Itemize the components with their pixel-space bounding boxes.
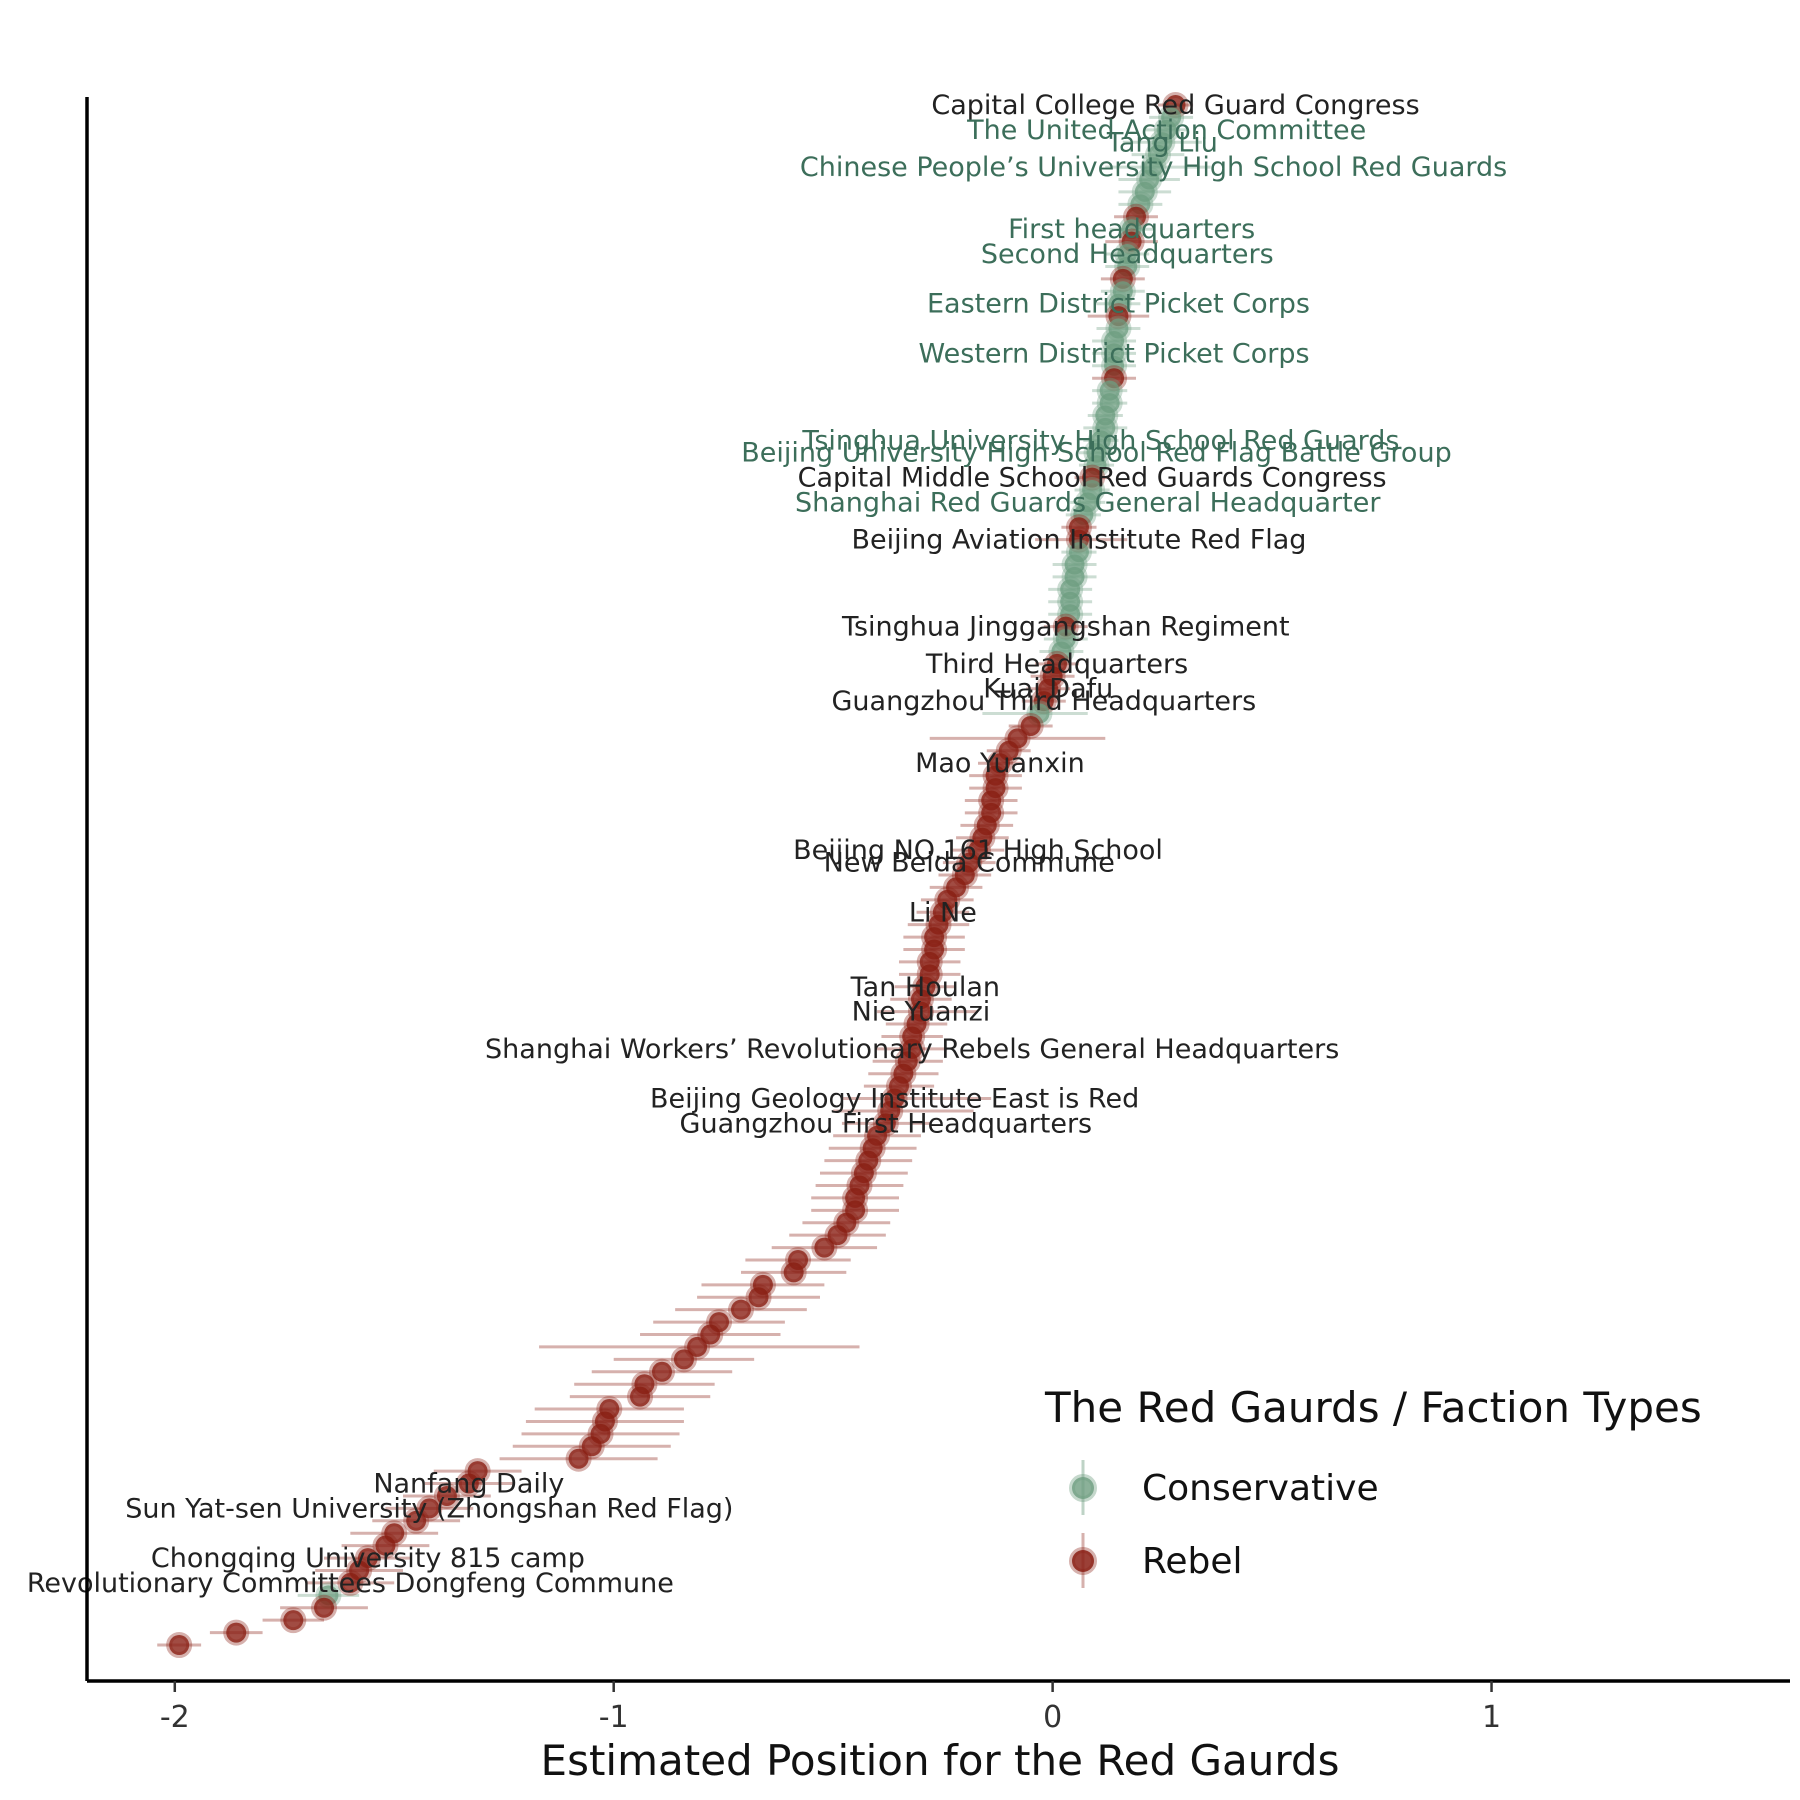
- rebel-point: [166, 1632, 193, 1658]
- x-tick-label: -2: [160, 1700, 190, 1735]
- rebel-point: [578, 1433, 605, 1460]
- point-label: Tan Houlan: [850, 972, 1000, 1003]
- point-label: Guangzhou First Headquarters: [680, 1108, 1093, 1139]
- data-points: [166, 92, 1189, 1658]
- rebel-point: [223, 1619, 250, 1646]
- point-label: Tang Liu: [1106, 127, 1218, 158]
- rebel-point: [455, 1470, 482, 1497]
- point-label: New Beida Commune: [824, 848, 1115, 879]
- legend-key-conservative-dot: [1069, 1474, 1097, 1502]
- rebel-point: [684, 1333, 711, 1360]
- point-label: Capital Middle School Red Guards Congres…: [798, 463, 1387, 494]
- rebel-point: [727, 1296, 754, 1323]
- point-label: Third Headquarters: [925, 649, 1188, 680]
- point-label: Beijing NO.161 High School: [793, 835, 1163, 866]
- point-label: Mao Yuanxin: [915, 748, 1085, 779]
- rebel-point: [565, 1445, 592, 1472]
- rebel-point: [824, 1222, 851, 1249]
- point-label: Chinese People’s University High School …: [800, 152, 1507, 183]
- point-label: Chongqing University 815 camp: [151, 1543, 585, 1574]
- rebel-point: [311, 1594, 338, 1621]
- rebel-point: [648, 1358, 675, 1385]
- rebel-point: [416, 1495, 443, 1522]
- rebel-point: [372, 1532, 399, 1559]
- rebel-point: [697, 1321, 724, 1348]
- rebel-point: [627, 1383, 654, 1410]
- x-tick-label: 0: [1043, 1700, 1062, 1735]
- point-label: Beijing University High School Red Flag …: [741, 438, 1451, 469]
- point-label: Beijing Aviation Institute Red Flag: [851, 525, 1306, 556]
- point-label: The United Action Committee: [966, 115, 1366, 146]
- point-label: Second Headquarters: [981, 239, 1274, 270]
- point-label: Sun Yat-sen University (Zhongshan Red Fl…: [125, 1493, 733, 1524]
- point-label: First headquarters: [1008, 214, 1255, 245]
- rebel-point: [403, 1507, 430, 1534]
- rebel-point: [280, 1607, 307, 1634]
- rebel-point: [811, 1234, 838, 1261]
- rebel-point: [433, 1482, 460, 1509]
- point-label: Shanghai Red Guards General Headquarter: [795, 487, 1381, 518]
- point-label: Nie Yuanzi: [852, 997, 991, 1028]
- legend-title: The Red Gaurds / Faction Types: [1044, 1383, 1702, 1432]
- point-label: Shanghai Workers’ Revolutionary Rebels G…: [485, 1034, 1339, 1065]
- legend-item-rebel: Rebel: [1069, 1533, 1243, 1588]
- rebel-point: [1017, 712, 1044, 739]
- x-axis-title: Estimated Position for the Red Gaurds: [541, 1736, 1340, 1785]
- x-tick-label: -1: [599, 1700, 629, 1735]
- point-label: Eastern District Picket Corps: [927, 289, 1310, 320]
- legend: The Red Gaurds / Faction Types Conservat…: [1044, 1383, 1702, 1588]
- point-label: Kuai Dafu: [983, 674, 1113, 705]
- legend-label-rebel: Rebel: [1142, 1541, 1243, 1582]
- point-label: Revolutionary Committees Dongfeng Commun…: [27, 1568, 674, 1599]
- rebel-point: [337, 1569, 364, 1596]
- rebel-point: [745, 1284, 772, 1311]
- rebel-point: [780, 1259, 807, 1286]
- rebel-point: [670, 1346, 697, 1373]
- point-label: Beijing Geology Institute East is Red: [650, 1084, 1139, 1115]
- legend-item-conservative: Conservative: [1069, 1460, 1379, 1515]
- point-label: Western District Picket Corps: [919, 338, 1310, 369]
- point-label: Tsinghua University High School Red Guar…: [801, 425, 1399, 456]
- legend-label-conservative: Conservative: [1142, 1468, 1379, 1509]
- point-label: Tsinghua Jinggangshan Regiment: [841, 612, 1290, 643]
- point-label: Li Ne: [909, 897, 977, 928]
- point-label: Guangzhou Third Headquarters: [832, 686, 1257, 717]
- x-tick-label: 1: [1482, 1700, 1501, 1735]
- point-label: Nanfang Daily: [373, 1469, 564, 1500]
- legend-key-rebel-dot: [1069, 1547, 1097, 1575]
- point-label: Capital College Red Guard Congress: [931, 90, 1419, 121]
- x-axis-ticks: -2 -1 0 1: [160, 1681, 1501, 1735]
